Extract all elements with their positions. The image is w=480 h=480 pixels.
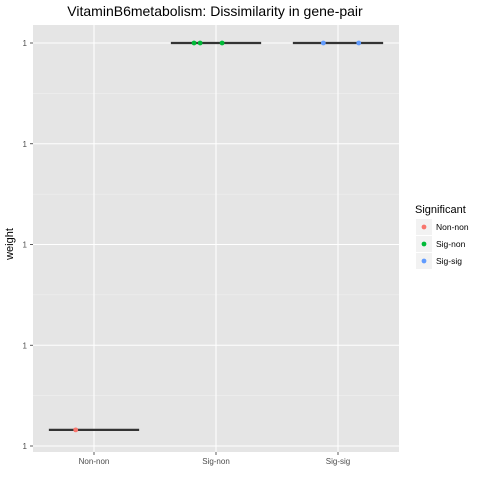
legend-label: Sig-non <box>436 239 466 249</box>
x-tick-label: Non-non <box>79 457 110 466</box>
legend-title: Significant <box>415 204 466 216</box>
legend-swatch <box>421 241 427 247</box>
y-tick-label: 1 <box>23 241 28 250</box>
median-lines <box>48 41 384 431</box>
data-point <box>191 40 197 46</box>
data-point <box>219 40 225 46</box>
y-axis-title: weight <box>4 228 16 261</box>
y-tick-label: 1 <box>23 442 28 451</box>
legend: Significant Non-non Sig-non Sig-sig <box>415 204 469 269</box>
legend-label: Sig-sig <box>436 256 462 266</box>
data-point <box>356 40 362 46</box>
legend-swatch <box>421 224 427 230</box>
chart-title: VitaminB6metabolism: Dissimilarity in ge… <box>67 3 363 19</box>
data-point <box>197 40 203 46</box>
y-tick-label: 1 <box>23 39 28 48</box>
legend-swatch <box>421 258 427 264</box>
x-tick-label: Sig-non <box>202 457 230 466</box>
data-point <box>320 40 326 46</box>
x-tick-label: Sig-sig <box>326 457 350 466</box>
y-tick-label: 1 <box>23 341 28 350</box>
vertical-gridlines <box>93 25 339 452</box>
x-axis-ticks: Non-non Sig-non Sig-sig <box>79 452 350 466</box>
data-point <box>73 427 79 433</box>
data-points <box>73 40 362 433</box>
y-tick-label: 1 <box>23 140 28 149</box>
y-axis-ticks: 1 1 1 1 1 <box>23 39 33 451</box>
legend-label: Non-non <box>436 222 469 232</box>
